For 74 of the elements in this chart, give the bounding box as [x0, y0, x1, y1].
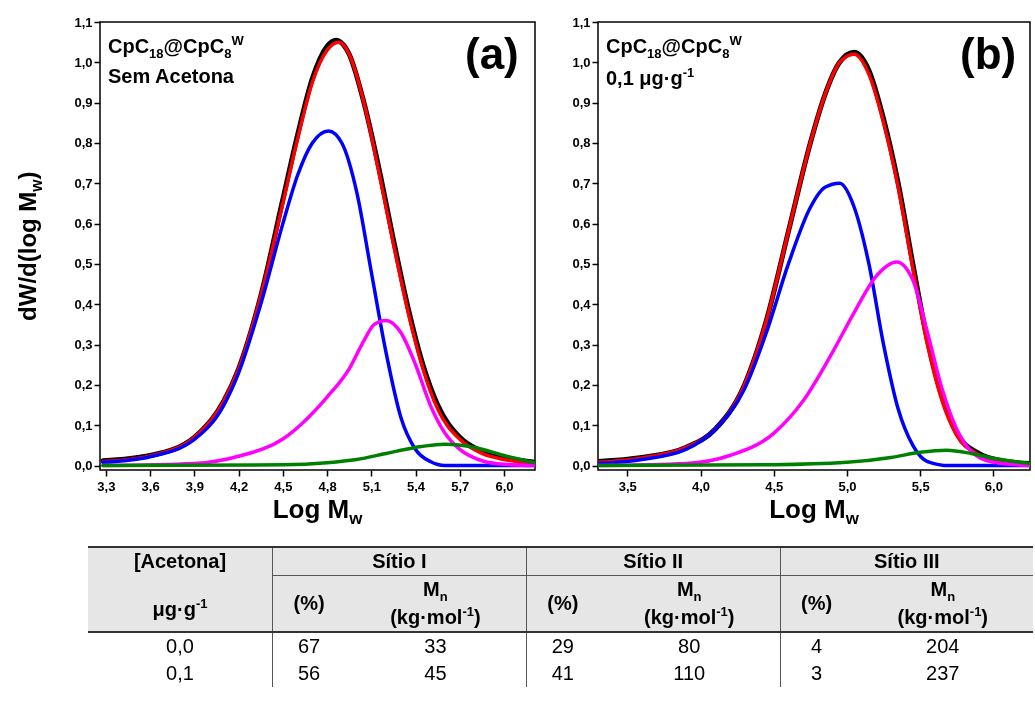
y-tick-label: 1,0 [74, 54, 93, 70]
text: Sítio I [272, 547, 527, 576]
y-tick-label: 0,7 [74, 175, 93, 191]
x-tick-label: 4,5 [765, 478, 784, 494]
text: 67 [296, 633, 322, 659]
text: 33 [345, 631, 527, 660]
y-tick-label: 1,0 [572, 54, 591, 70]
text: M$_{n}$ [676, 578, 702, 604]
y-tick-label: 0,7 [572, 175, 591, 191]
x-axis-title: Log M$_{w}$ [271, 494, 364, 529]
y-tick-label: 0,3 [74, 337, 93, 353]
y-tick-label: 0,5 [74, 256, 93, 272]
text: (%) [780, 575, 853, 632]
text: M$_{n}$ [423, 578, 448, 604]
y-tick-label: 0,2 [74, 377, 93, 393]
y-tick-label: 0,9 [74, 95, 93, 111]
x-axis-title: Log M$_{w}$ [768, 494, 860, 529]
text: (kg·mol$^{-1}$) [643, 604, 735, 628]
line-series [101, 442, 535, 468]
x-tick-label: 3,6 [141, 478, 160, 494]
text: (%) [272, 575, 346, 632]
y-tick-label: 0,8 [74, 135, 93, 151]
text: (kg·mol$^{-1}$) [390, 604, 481, 628]
y-tick-label: 1,1 [572, 14, 591, 30]
y-tick-label: 0,4 [74, 296, 94, 312]
x-tick-label: 5,5 [911, 478, 930, 494]
text: 110 [598, 659, 781, 687]
y-tick-label: 0,6 [74, 216, 93, 232]
y-tick-label: 0,0 [74, 458, 93, 474]
y-tick-label: 0,1 [572, 417, 591, 433]
text: 80 [598, 631, 781, 660]
x-tick-label: 4,2 [230, 478, 249, 494]
y-tick-label: 1,1 [74, 14, 93, 30]
text: 4 [810, 633, 824, 659]
text: 204 [925, 633, 961, 659]
text: (%) [526, 575, 599, 632]
y-tick-label: 0,3 [572, 337, 591, 353]
x-tick-label: 4,8 [318, 478, 337, 494]
text: M$_{n}$ [930, 578, 956, 604]
x-tick-label: 5,7 [451, 478, 470, 494]
annotation: (b) [960, 29, 1017, 78]
x-tick-label: 5,0 [838, 478, 857, 494]
x-tick-label: 3,3 [97, 478, 116, 494]
line-series [598, 448, 1030, 468]
y-tick-label: 0,6 [572, 216, 591, 232]
y-tick-label: 0,4 [572, 296, 592, 312]
text: 41 [550, 660, 575, 686]
y-tick-label: 0,9 [572, 95, 591, 111]
text: 29 [550, 633, 575, 659]
x-tick-label: 6,0 [495, 478, 514, 494]
x-tick-label: 3,5 [618, 478, 637, 494]
text: 45 [345, 659, 527, 687]
y-tick-label: 0,1 [74, 417, 93, 433]
x-tick-label: 4,0 [691, 478, 711, 494]
y-tick-label: 0,5 [572, 256, 591, 272]
y-tick-label: 0,8 [572, 135, 591, 151]
x-tick-label: 6,0 [984, 478, 1003, 494]
text: 56 [296, 660, 322, 686]
y-tick-label: 0,0 [572, 458, 591, 474]
x-tick-label: 4,5 [274, 478, 293, 494]
x-tick-label: 3,9 [185, 478, 204, 494]
text: (kg·mol$^{-1}$) [897, 604, 989, 628]
x-tick-label: 5,1 [362, 478, 381, 494]
text: 237 [925, 660, 961, 686]
annotation: 0,1 μg·g$^{-1}$ [606, 65, 695, 89]
y-tick-label: 0,2 [572, 377, 591, 393]
x-tick-label: 5,4 [407, 478, 426, 494]
text: 3 [810, 660, 824, 686]
text: μg·g$^{-1}$ [152, 596, 208, 620]
annotation: Sem Acetona [108, 65, 234, 87]
annotation: (a) [465, 29, 519, 78]
text: [Acetona] [133, 550, 227, 572]
text: Sítio III [780, 547, 1033, 576]
text: Sítio II [526, 547, 781, 576]
